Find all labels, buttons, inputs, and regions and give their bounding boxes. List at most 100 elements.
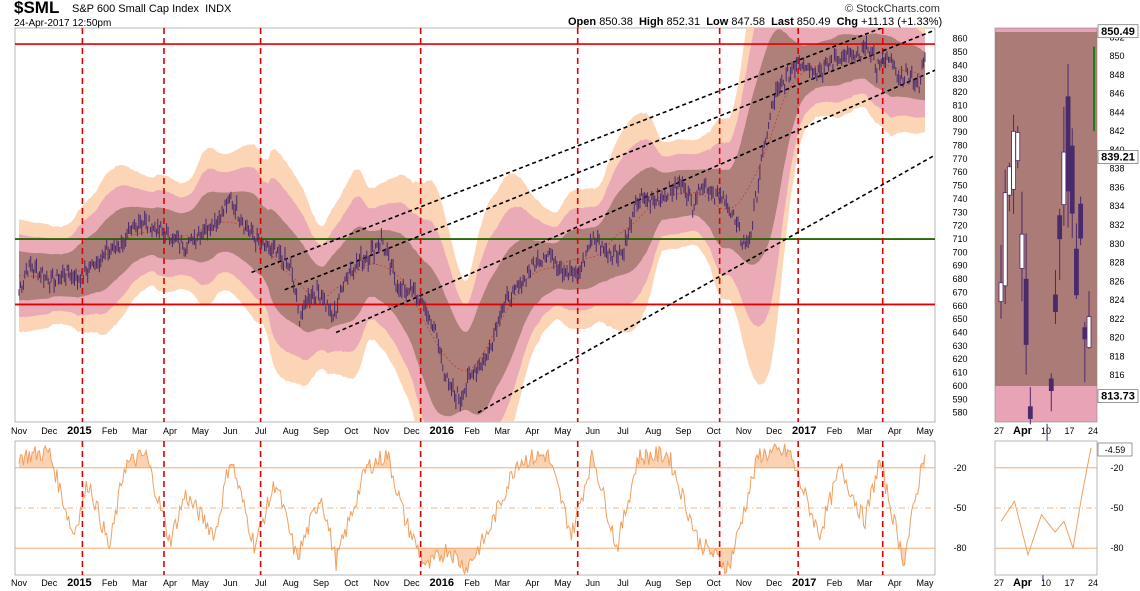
last-label: Last: [771, 16, 794, 28]
zoom-y-tick: 838: [1109, 164, 1124, 174]
y-tick-label: 760: [952, 167, 967, 177]
y-tick-label: 630: [952, 341, 967, 351]
y-tick-label: 700: [952, 247, 967, 257]
x-tick-label: Oct: [344, 426, 359, 436]
osc-x-tick-label: Feb: [102, 578, 118, 588]
zoom-y-tick: 846: [1109, 89, 1124, 99]
x-tick-label: Dec: [41, 426, 58, 436]
x-tick-label: Feb: [464, 426, 480, 436]
y-tick-label: 810: [952, 100, 967, 110]
x-tick-label: Jun: [223, 426, 238, 436]
osc-x-tick-label: 2015: [67, 577, 91, 589]
y-tick-label: 770: [952, 154, 967, 164]
osc-x-tick-label: Aug: [283, 578, 299, 588]
x-tick-label: May: [192, 426, 210, 436]
last-value: 850.49: [796, 16, 831, 28]
osc-y-tick: -20: [953, 463, 966, 473]
zoom-y-tick: 834: [1109, 201, 1124, 211]
x-tick-label: Nov: [373, 426, 390, 436]
y-tick-label: 670: [952, 287, 967, 297]
y-tick-label: 650: [952, 314, 967, 324]
osc-x-tick-label: Nov: [373, 578, 390, 588]
osc-x-tick-label: Nov: [736, 578, 753, 588]
osc-y-tick: -80: [953, 543, 966, 553]
zoom-candle-body: [1078, 203, 1084, 239]
zoom-candle-body: [1057, 215, 1063, 240]
zoom-x-tick: 27: [994, 426, 1004, 436]
osc-x-tick-label: Mar: [857, 578, 873, 588]
y-tick-label: 840: [952, 60, 967, 70]
timestamp: 24-Apr-2017 12:50pm: [14, 18, 112, 29]
x-tick-label: 2017: [792, 425, 816, 437]
x-tick-label: Dec: [404, 426, 421, 436]
low-label: Low: [706, 16, 729, 28]
y-tick-label: 690: [952, 261, 967, 271]
osc-x-tick-label: Jun: [223, 578, 238, 588]
x-tick-label: Apr: [525, 426, 539, 436]
zoom-value-badge: [1097, 150, 1139, 164]
x-tick-label: Sep: [313, 426, 329, 436]
x-tick-label: 2015: [67, 425, 91, 437]
zoom-candle-body: [1027, 406, 1033, 419]
x-tick-label: Sep: [675, 426, 691, 436]
x-tick-label: Mar: [494, 426, 510, 436]
zoom-osc-y-tick: -80: [1110, 543, 1123, 553]
osc-x-tick-label: Sep: [675, 578, 691, 588]
osc-x-tick-label: Nov: [11, 578, 28, 588]
osc-x-tick-label: Sep: [313, 578, 329, 588]
osc-x-tick-label: Mar: [132, 578, 148, 588]
zoom-y-tick: 826: [1109, 276, 1124, 286]
y-tick-label: 610: [952, 368, 967, 378]
osc-x-tick-label: Apr: [888, 578, 902, 588]
osc-x-tick-label: May: [192, 578, 210, 588]
osc-value-badge-text: -4.59: [1105, 445, 1126, 455]
osc-x-tick-label: Oct: [344, 578, 359, 588]
osc-x-tick-label: May: [916, 578, 934, 588]
zoom-candle-body: [1069, 145, 1075, 214]
zoom-osc-x-tick: 24: [1088, 578, 1098, 588]
x-tick-label: Jun: [586, 426, 601, 436]
zoom-candle-body: [1082, 327, 1088, 340]
zoom-y-tick: 832: [1109, 220, 1124, 230]
zoom-y-tick: 822: [1109, 314, 1124, 324]
x-tick-label: Apr: [163, 426, 177, 436]
y-tick-label: 800: [952, 114, 967, 124]
zoom-y-tick: 824: [1109, 295, 1124, 305]
zoom-oscillator-line: [1000, 447, 1092, 557]
zoom-y-tick: 818: [1109, 351, 1124, 361]
x-tick-label: Feb: [827, 426, 843, 436]
zoom-osc-y-tick: -20: [1110, 463, 1123, 473]
osc-x-tick-label: Dec: [766, 578, 783, 588]
zoom-x-tick: Apr: [1013, 425, 1033, 437]
oscillator-plot-area: [15, 441, 935, 575]
y-tick-label: 860: [952, 34, 967, 44]
y-tick-label: 660: [952, 301, 967, 311]
osc-x-tick-label: May: [554, 578, 572, 588]
open-label: Open: [568, 16, 597, 28]
price-plot-area: [15, 28, 935, 422]
zoom-candle-body: [1015, 132, 1021, 162]
zoom-candle-body: [1011, 130, 1016, 190]
chg-label: Chg: [836, 16, 858, 28]
band-inner: [19, 29, 925, 417]
osc-x-tick-label: Jun: [586, 578, 601, 588]
zoom-osc-y-tick: -50: [1110, 503, 1123, 513]
y-tick-label: 790: [952, 127, 967, 137]
zoom-value-badge: [1097, 389, 1139, 403]
exchange-text: INDX: [205, 3, 232, 15]
zoom-y-tick: 850: [1109, 51, 1124, 61]
zoom-y-tick: 830: [1109, 239, 1124, 249]
zoom-value-badge-text: 813.73: [1101, 391, 1135, 403]
y-tick-label: 590: [952, 394, 967, 404]
trend-channel-line: [284, 29, 935, 291]
y-tick-label: 850: [952, 47, 967, 57]
y-tick-label: 820: [952, 87, 967, 97]
zoom-candle-body: [1006, 166, 1012, 196]
zoom-value-badge: [1097, 24, 1139, 39]
x-tick-label: Jul: [617, 426, 629, 436]
y-tick-label: 680: [952, 274, 967, 284]
y-tick-label: 780: [952, 141, 967, 151]
x-tick-label: 2016: [430, 425, 454, 437]
osc-x-tick-label: Oct: [707, 578, 722, 588]
